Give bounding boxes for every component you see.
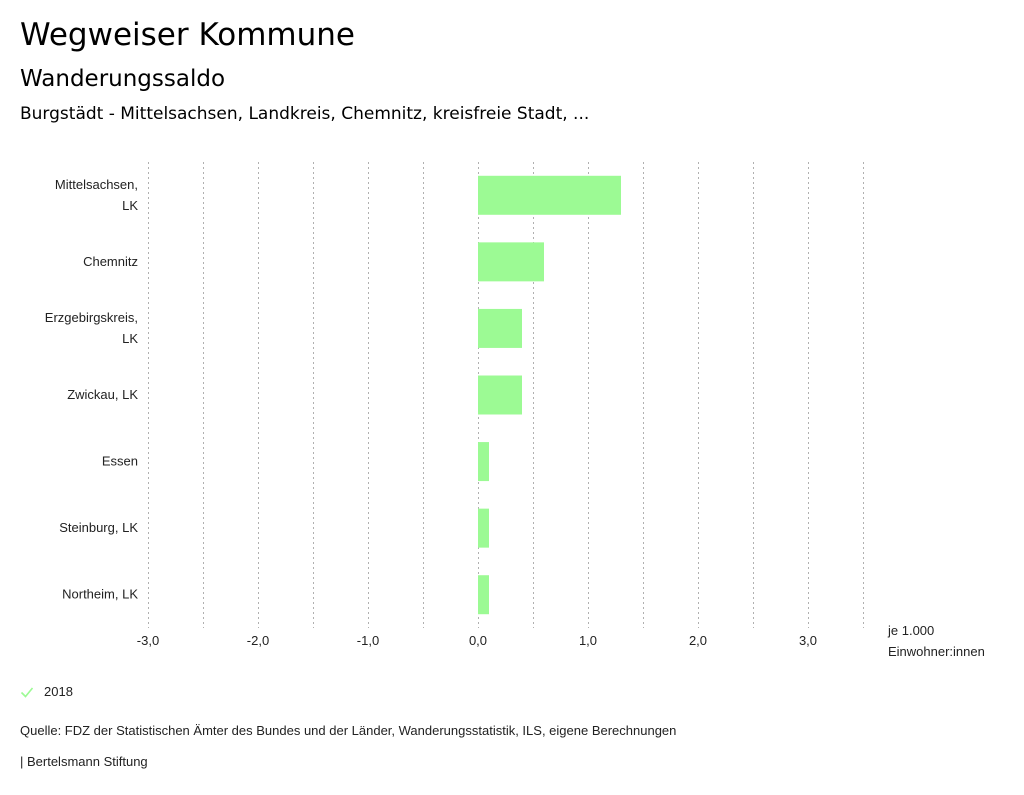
bar[interactable] xyxy=(478,442,489,482)
category-label-line: Steinburg, LK xyxy=(59,520,138,535)
x-tick-label: -3,0 xyxy=(137,633,159,648)
x-tick-label: 1,0 xyxy=(579,633,597,648)
category-label: Essen xyxy=(102,454,138,469)
category-label: Erzgebirgskreis, LK xyxy=(45,310,139,346)
category-label-line: Erzgebirgskreis, xyxy=(45,310,138,325)
category-label: Mittelsachsen, LK xyxy=(55,177,138,213)
bar[interactable] xyxy=(478,308,522,348)
bar[interactable] xyxy=(478,375,522,415)
category-label-line: Zwickau, LK xyxy=(67,387,138,402)
bar-chart: Mittelsachsen, LK Chemnitz Erzgebirgskreis,… xyxy=(45,162,985,659)
category-label-line: Mittelsachsen, xyxy=(55,177,138,192)
region-selector-label[interactable]: Burgstädt - Mittelsachsen, Landkreis, Ch… xyxy=(20,104,590,124)
chart-subtitle: Wanderungssaldo xyxy=(20,66,226,92)
category-label-line: Northeim, LK xyxy=(62,587,138,602)
check-icon[interactable] xyxy=(20,685,34,699)
bar[interactable] xyxy=(478,575,489,615)
x-tick-label: 3,0 xyxy=(799,633,817,648)
category-label-line: LK xyxy=(122,198,138,213)
bar[interactable] xyxy=(478,508,489,548)
x-tick-label: 0,0 xyxy=(469,633,487,648)
category-labels: Mittelsachsen, LK Chemnitz Erzgebirgskreis,… xyxy=(45,177,139,602)
category-label: Northeim, LK xyxy=(62,587,138,602)
page-title: Wegweiser Kommune xyxy=(20,17,355,53)
x-tick-label: -2,0 xyxy=(247,633,269,648)
bar[interactable] xyxy=(478,175,621,215)
x-axis-tick-labels: -3,0 -2,0 -1,0 0,0 1,0 2,0 3,0 xyxy=(137,633,817,648)
category-label: Chemnitz xyxy=(83,254,138,269)
category-label-line: Chemnitz xyxy=(83,254,138,269)
x-tick-label: -1,0 xyxy=(357,633,379,648)
x-tick-label: 2,0 xyxy=(689,633,707,648)
category-label: Zwickau, LK xyxy=(67,387,138,402)
x-axis-unit-label: je 1.000 Einwohner:innen xyxy=(887,623,985,659)
bar[interactable] xyxy=(478,242,544,282)
x-axis-unit-line: Einwohner:innen xyxy=(888,644,985,659)
bar-layer xyxy=(478,175,621,615)
legend[interactable]: 2018 xyxy=(20,684,73,699)
x-axis-unit-line: je 1.000 xyxy=(887,623,934,638)
legend-item-2018[interactable]: 2018 xyxy=(44,684,73,699)
category-label: Steinburg, LK xyxy=(59,520,138,535)
credit-note: | Bertelsmann Stiftung xyxy=(20,754,148,769)
category-label-line: LK xyxy=(122,331,138,346)
source-note: Quelle: FDZ der Statistischen Ämter des … xyxy=(20,723,677,738)
category-label-line: Essen xyxy=(102,454,138,469)
